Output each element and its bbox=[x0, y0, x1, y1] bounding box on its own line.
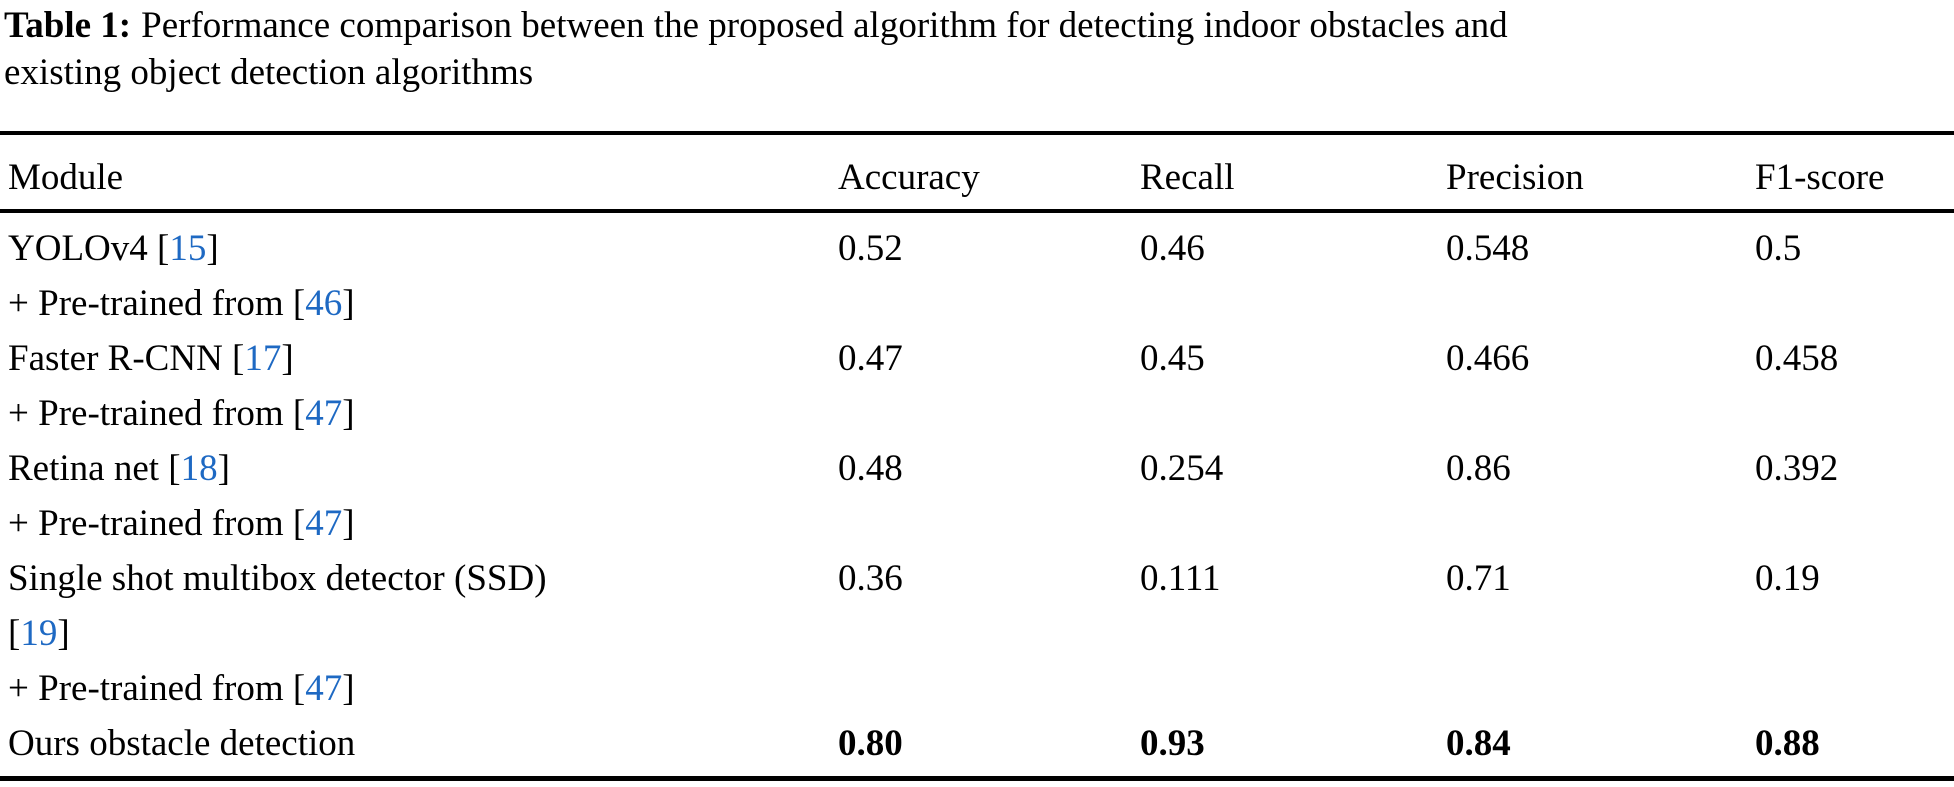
caption-line-1: Table 1: Performance comparison between t… bbox=[4, 2, 1950, 49]
value-cell-f1score: 0.88 bbox=[1755, 723, 1820, 764]
caption-label: Table 1: bbox=[4, 5, 132, 46]
value-cell-accuracy: 0.47 bbox=[838, 338, 903, 379]
citation-link[interactable]: 18 bbox=[180, 448, 218, 489]
module-cell: Single shot multibox detector (SSD) [19] +… bbox=[0, 551, 832, 716]
column-header-precision: Precision bbox=[1446, 157, 1584, 198]
table-top-rule bbox=[0, 131, 1954, 135]
module-text: + Pre-trained from bbox=[8, 393, 284, 434]
module-cell: Retina net [18] + Pre-trained from [47] bbox=[0, 441, 832, 551]
value-cell-precision: 0.86 bbox=[1446, 448, 1511, 489]
value-cell-precision: 0.84 bbox=[1446, 723, 1511, 764]
module-text: Ours obstacle detection bbox=[8, 723, 356, 764]
value-cell-recall: 0.254 bbox=[1140, 448, 1224, 489]
table-body: YOLOv4 [15] + Pre-trained from [46] 0.52 0.… bbox=[0, 213, 1954, 771]
column-header-module: Module bbox=[8, 157, 124, 198]
citation-close-bracket: ] bbox=[342, 283, 355, 324]
citation-link[interactable]: 47 bbox=[305, 393, 343, 434]
citation-close-bracket: ] bbox=[281, 338, 294, 379]
module-cell: Faster R-CNN [17] + Pre-trained from [47] bbox=[0, 331, 832, 441]
value-cell-recall: 0.93 bbox=[1140, 723, 1205, 764]
citation-open-bracket: [ bbox=[168, 448, 181, 489]
module-text: YOLOv4 bbox=[8, 228, 148, 269]
module-text: Retina net bbox=[8, 448, 160, 489]
citation-close-bracket: ] bbox=[206, 228, 219, 269]
citation-close-bracket: ] bbox=[342, 503, 355, 544]
module-text: + Pre-trained from bbox=[8, 668, 284, 709]
citation-close-bracket: ] bbox=[217, 448, 230, 489]
citation-open-bracket: [ bbox=[232, 338, 245, 379]
table-header-row: Module Accuracy Recall Precision F1-scor… bbox=[0, 154, 1954, 202]
citation-open-bracket: [ bbox=[8, 613, 21, 654]
citation-link[interactable]: 15 bbox=[169, 228, 207, 269]
table-row: YOLOv4 [15] + Pre-trained from [46] 0.52 0.… bbox=[0, 221, 1954, 331]
citation-open-bracket: [ bbox=[157, 228, 170, 269]
module-line: Single shot multibox detector (SSD) bbox=[8, 551, 832, 606]
module-line: [19] bbox=[8, 606, 832, 661]
citation-open-bracket: [ bbox=[292, 503, 306, 544]
caption-text-line2: existing object detection algorithms bbox=[4, 52, 534, 93]
module-line: + Pre-trained from [47] bbox=[8, 386, 832, 441]
value-cell-precision: 0.466 bbox=[1446, 338, 1530, 379]
module-text: + Pre-trained from bbox=[8, 503, 284, 544]
value-cell-f1score: 0.458 bbox=[1755, 338, 1839, 379]
table-caption: Table 1: Performance comparison between t… bbox=[4, 2, 1950, 96]
module-text: + Pre-trained from bbox=[8, 283, 284, 324]
table-row: Faster R-CNN [17] + Pre-trained from [47]… bbox=[0, 331, 1954, 441]
citation-link[interactable]: 47 bbox=[305, 668, 343, 709]
citation-link[interactable]: 19 bbox=[20, 613, 58, 654]
table-bottom-rule bbox=[0, 776, 1954, 781]
module-line: Faster R-CNN [17] bbox=[8, 331, 832, 386]
module-line: Retina net [18] bbox=[8, 441, 832, 496]
value-cell-f1score: 0.392 bbox=[1755, 448, 1839, 489]
table-header-rule bbox=[0, 209, 1954, 213]
citation-link[interactable]: 46 bbox=[305, 283, 343, 324]
module-text: Single shot multibox detector (SSD) bbox=[8, 558, 547, 599]
value-cell-recall: 0.46 bbox=[1140, 228, 1205, 269]
citation-close-bracket: ] bbox=[342, 393, 355, 434]
citation-open-bracket: [ bbox=[292, 668, 306, 709]
column-header-recall: Recall bbox=[1140, 157, 1235, 198]
value-cell-accuracy: 0.80 bbox=[838, 723, 903, 764]
citation-open-bracket: [ bbox=[292, 283, 306, 324]
citation-link[interactable]: 17 bbox=[244, 338, 282, 379]
module-cell: YOLOv4 [15] + Pre-trained from [46] bbox=[0, 221, 832, 331]
value-cell-precision: 0.71 bbox=[1446, 558, 1511, 599]
module-cell: Ours obstacle detection bbox=[0, 716, 832, 771]
citation-link[interactable]: 47 bbox=[305, 503, 343, 544]
value-cell-recall: 0.111 bbox=[1140, 558, 1221, 599]
module-line: YOLOv4 [15] bbox=[8, 221, 832, 276]
value-cell-accuracy: 0.48 bbox=[838, 448, 903, 489]
module-line: + Pre-trained from [46] bbox=[8, 276, 832, 331]
caption-line-2: existing object detection algorithms bbox=[4, 49, 1950, 96]
module-line: + Pre-trained from [47] bbox=[8, 661, 832, 716]
module-text: Faster R-CNN bbox=[8, 338, 223, 379]
value-cell-accuracy: 0.36 bbox=[838, 558, 903, 599]
value-cell-accuracy: 0.52 bbox=[838, 228, 903, 269]
table-row: Single shot multibox detector (SSD) [19] +… bbox=[0, 551, 1954, 716]
value-cell-f1score: 0.5 bbox=[1755, 228, 1802, 269]
table-row: Retina net [18] + Pre-trained from [47] 0.… bbox=[0, 441, 1954, 551]
value-cell-recall: 0.45 bbox=[1140, 338, 1205, 379]
table-row: Ours obstacle detection 0.80 0.93 0.84 0.88 bbox=[0, 716, 1954, 771]
column-header-f1score: F1-score bbox=[1755, 157, 1885, 198]
column-header-accuracy: Accuracy bbox=[838, 157, 980, 198]
module-line: Ours obstacle detection bbox=[8, 716, 832, 771]
value-cell-precision: 0.548 bbox=[1446, 228, 1530, 269]
citation-open-bracket: [ bbox=[292, 393, 306, 434]
caption-text-line1: Performance comparison between the propo… bbox=[141, 5, 1508, 46]
citation-close-bracket: ] bbox=[342, 668, 355, 709]
citation-close-bracket: ] bbox=[57, 613, 70, 654]
value-cell-f1score: 0.19 bbox=[1755, 558, 1820, 599]
module-line: + Pre-trained from [47] bbox=[8, 496, 832, 551]
